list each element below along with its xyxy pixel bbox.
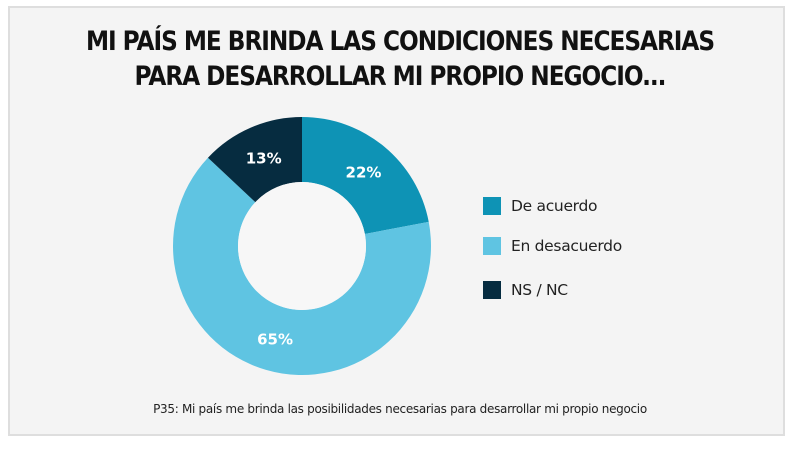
- donut-slice-label: 65%: [257, 331, 293, 349]
- donut-slice-de-acuerdo: [302, 117, 429, 235]
- legend-label: NS / NC: [511, 281, 568, 299]
- chart-title-line-1: MI PAÍS ME BRINDA LAS CONDICIONES NECESA…: [85, 26, 715, 57]
- legend-label: De acuerdo: [511, 197, 598, 215]
- legend-label: En desacuerdo: [511, 237, 622, 255]
- chart-title-line-2: PARA DESARROLLAR MI PROPIO NEGOCIO...: [134, 61, 667, 92]
- donut-hole: [238, 182, 366, 310]
- donut-slice-label: 13%: [246, 149, 282, 167]
- legend-swatch: [483, 281, 501, 299]
- legend-swatch: [483, 237, 501, 255]
- donut-slice-label: 22%: [346, 164, 382, 182]
- chart-title: MI PAÍS ME BRINDA LAS CONDICIONES NECESA…: [56, 24, 744, 94]
- footnote: P35: Mi país me brinda las posibilidades…: [153, 402, 647, 416]
- donut-slice-ns-nc: [207, 117, 302, 203]
- donut-slice-en-desacuerdo: [173, 157, 432, 375]
- legend-swatch: [483, 197, 501, 215]
